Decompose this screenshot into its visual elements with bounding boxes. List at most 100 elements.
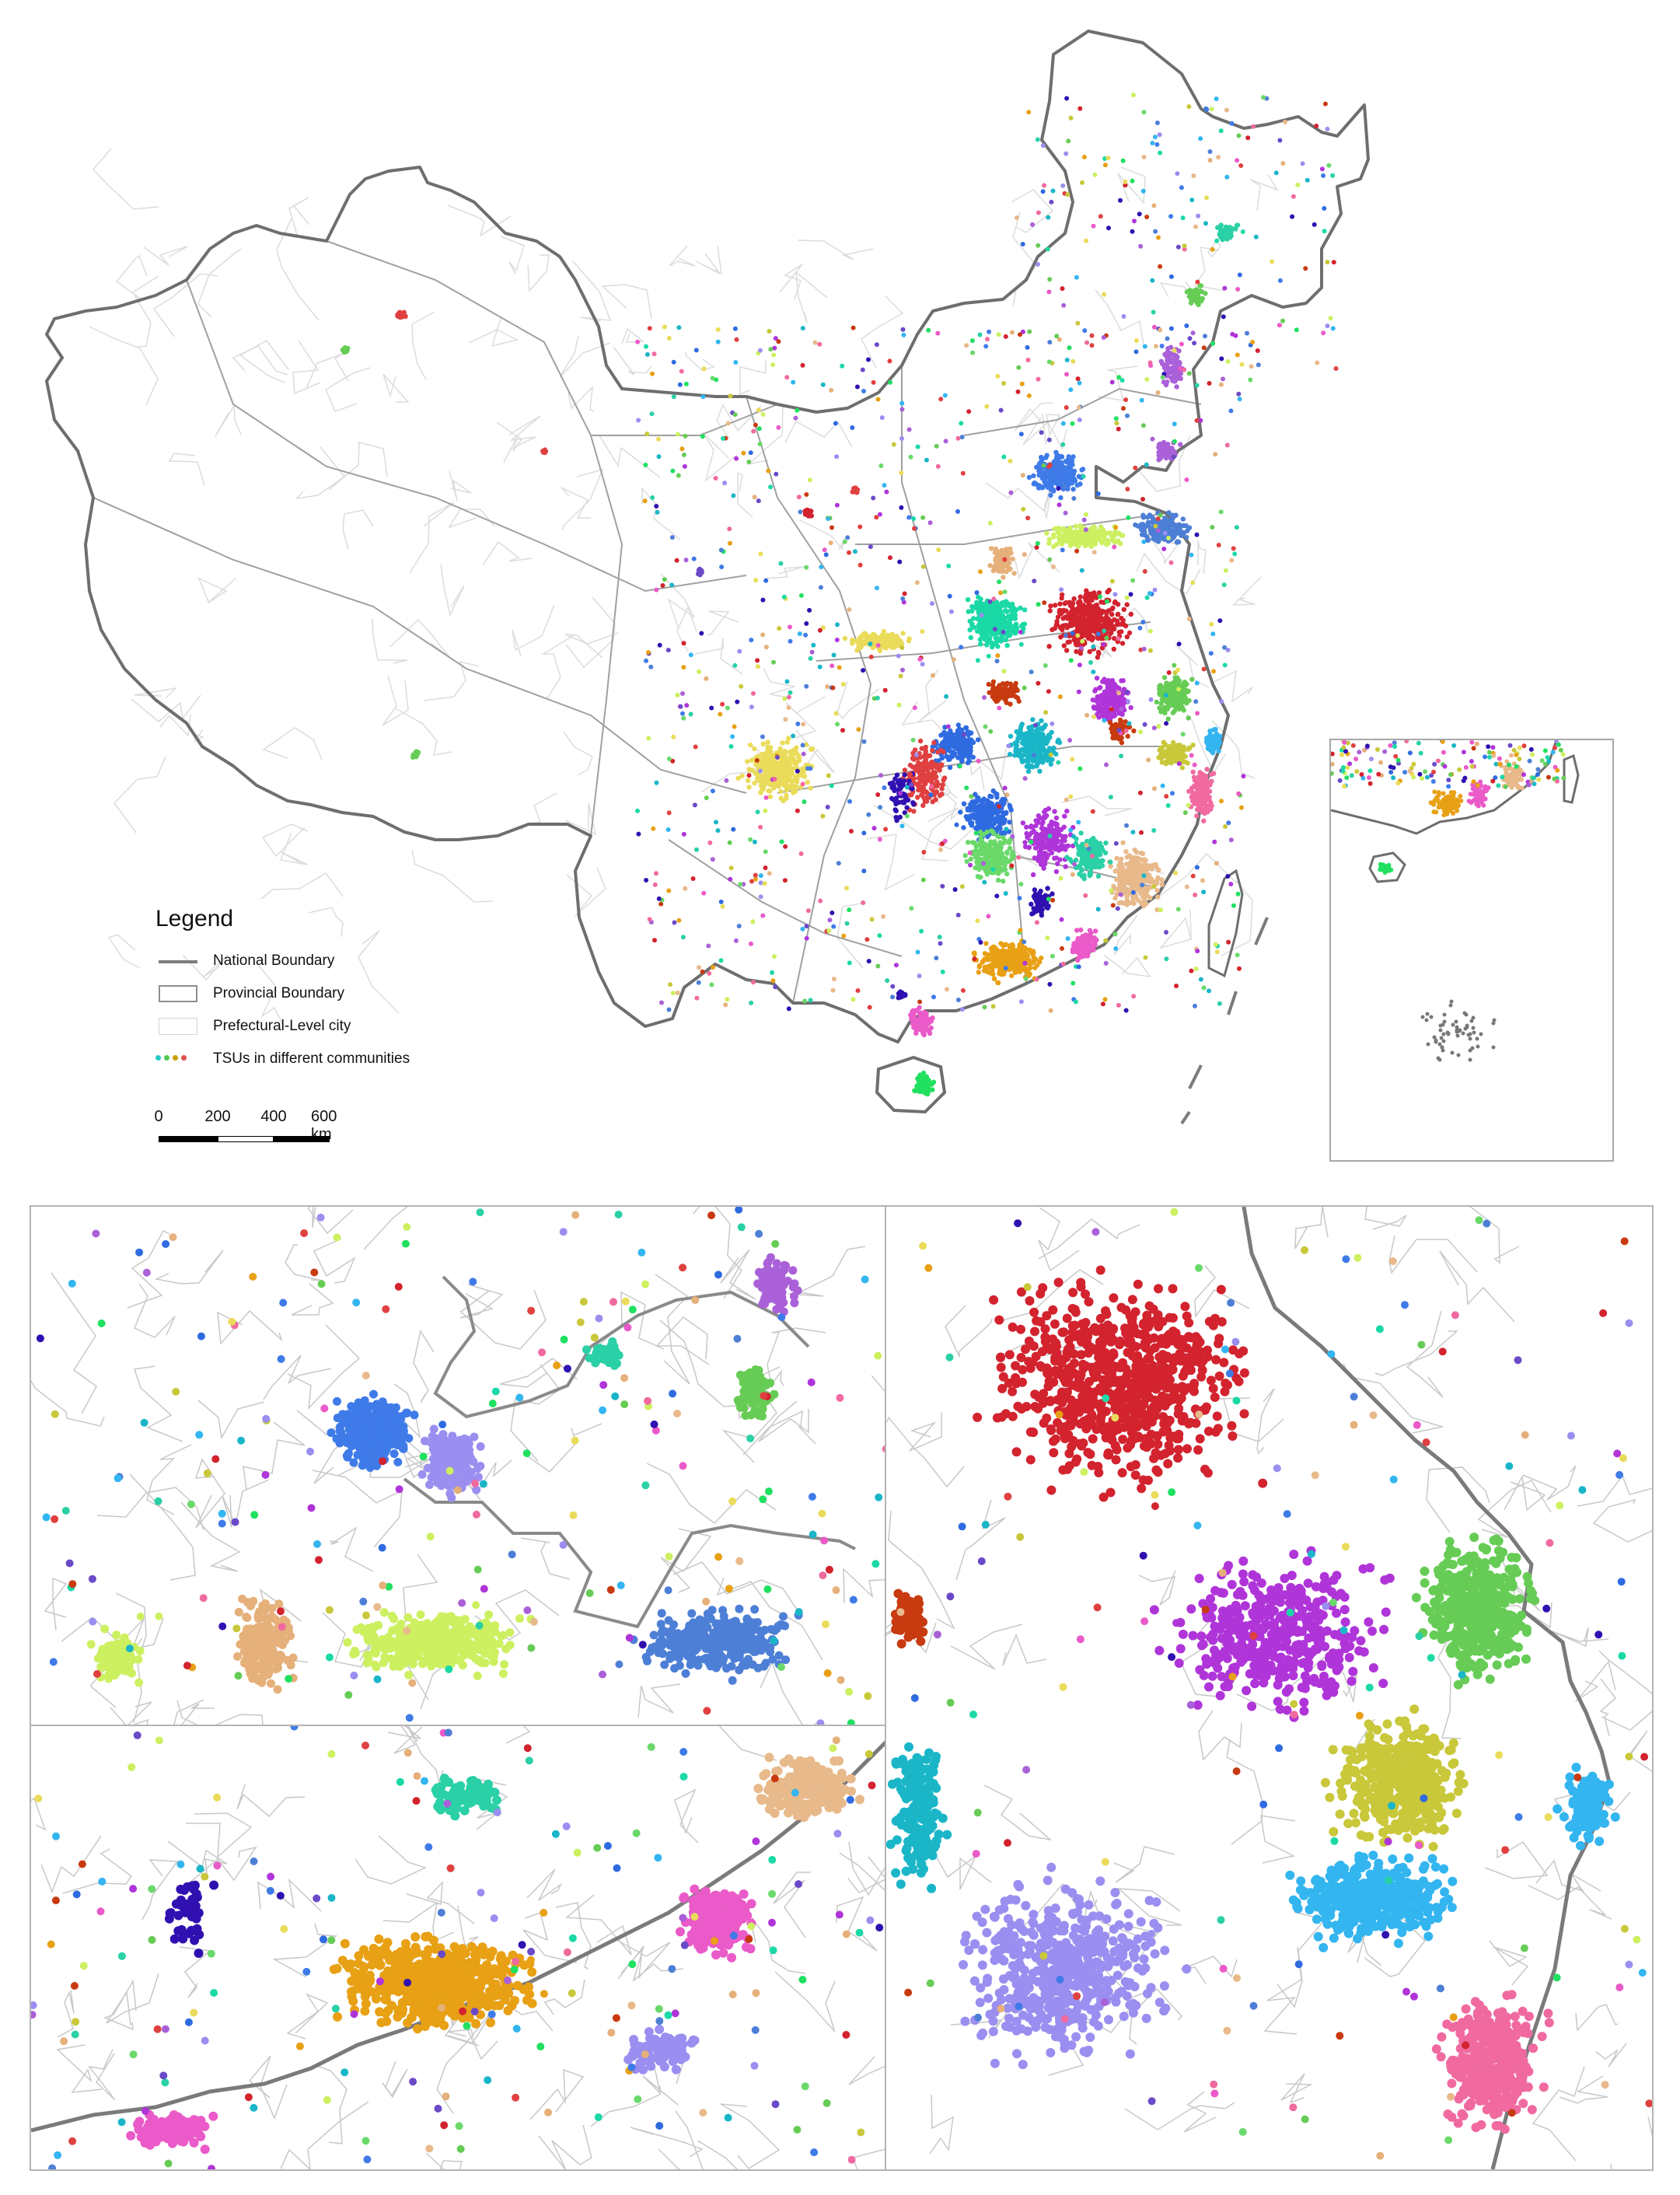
tsu-point	[1121, 606, 1127, 613]
tsu-point	[1000, 813, 1006, 819]
provincial-line	[590, 435, 623, 837]
tsu-point	[921, 1032, 927, 1038]
tsu-point	[973, 865, 978, 871]
tsu-point	[975, 616, 980, 621]
tsu-point	[973, 826, 979, 831]
tsu-point	[1022, 607, 1028, 613]
prefectural-line	[482, 540, 533, 566]
tsu-point	[781, 771, 787, 777]
tsu-point	[1071, 616, 1077, 621]
tsu-point	[1003, 622, 1009, 627]
tsu-point	[983, 808, 989, 814]
tsu-point	[1004, 603, 1009, 608]
tsu-point	[1089, 634, 1095, 640]
tsu-point	[1057, 527, 1063, 533]
tsu-point	[980, 851, 986, 856]
provincial-line	[93, 497, 747, 794]
tsu-point	[1079, 633, 1084, 638]
tsu-point	[1130, 882, 1135, 888]
tsu-point	[1078, 523, 1083, 529]
tsu-point	[927, 753, 933, 759]
tsu-point	[916, 775, 922, 781]
tsu-point	[966, 609, 971, 614]
tsu-point	[1009, 942, 1015, 948]
tsu-point	[1067, 469, 1074, 475]
tsu-point	[1140, 903, 1147, 909]
tsu-point	[1039, 456, 1046, 462]
tsu-point	[1070, 620, 1075, 626]
tsu-point	[1029, 744, 1036, 750]
tsu-point	[994, 567, 1001, 572]
tsu-point	[1105, 678, 1112, 683]
tsu-point	[938, 732, 944, 738]
prefectural-line	[1113, 914, 1138, 956]
prefectural-line	[131, 694, 201, 722]
tsu-point	[1168, 681, 1174, 687]
tsu-point	[962, 853, 968, 858]
prefectural-line	[1207, 227, 1228, 258]
tsu-point	[1074, 928, 1080, 933]
tsu-point	[765, 739, 770, 745]
tsu-point	[952, 736, 957, 741]
tsu-point	[1062, 838, 1067, 844]
prefectural-line	[107, 934, 141, 969]
tsu-point	[1213, 726, 1218, 732]
tsu-point	[961, 801, 967, 806]
tsu-point	[1014, 743, 1020, 749]
prefectural-line	[785, 696, 826, 739]
tsu-point	[1073, 608, 1079, 613]
tsu-point	[1081, 952, 1087, 959]
prefectural-line	[496, 421, 523, 463]
tsu-point	[1110, 624, 1116, 629]
prefectural-line	[695, 245, 722, 275]
tsu-point	[1005, 561, 1011, 567]
tsu-point	[756, 778, 762, 783]
tsu-point	[1204, 767, 1210, 772]
tsu-point	[1001, 568, 1006, 574]
tsu-point	[1059, 454, 1065, 460]
prefectural-line	[739, 361, 767, 396]
tsu-point	[991, 618, 997, 624]
tsu-point	[786, 736, 791, 741]
tsu-point	[979, 606, 984, 613]
tsu-point	[1031, 473, 1036, 479]
tsu-point	[951, 743, 956, 749]
tsu-point	[1048, 471, 1054, 477]
tsu-point	[1151, 536, 1156, 542]
tsu-point	[770, 765, 776, 771]
prefectural-line	[232, 345, 288, 376]
tsu-point	[1042, 809, 1047, 815]
tsu-point	[1174, 540, 1180, 545]
tsu-point	[1008, 685, 1014, 690]
tsu-point	[1108, 864, 1113, 869]
tsu-point	[1064, 459, 1070, 465]
tsu-point	[1077, 599, 1082, 604]
tsu-point	[935, 750, 941, 755]
tsu-point	[1170, 739, 1176, 746]
tsu-point	[781, 777, 786, 782]
tsu-point	[1195, 780, 1200, 785]
tsu-point	[1138, 850, 1144, 856]
tsu-point	[777, 746, 783, 752]
tsu-point	[889, 636, 895, 642]
tsu-point	[1011, 961, 1017, 966]
tsu-point	[917, 1010, 923, 1015]
tsu-point	[994, 817, 1000, 823]
tsu-point	[949, 753, 955, 760]
tsu-point	[977, 812, 983, 817]
tsu-point	[1046, 806, 1052, 812]
tsu-point	[1142, 533, 1148, 538]
tsu-point	[988, 945, 994, 952]
tsu-point	[1037, 460, 1043, 467]
tsu-point	[1112, 712, 1118, 718]
tsu-point	[987, 563, 993, 568]
tsu-point	[975, 737, 981, 743]
tsu-point	[1182, 691, 1187, 697]
tsu-point	[1159, 747, 1165, 753]
tsu-point	[1179, 696, 1185, 701]
prefectural-line	[411, 311, 435, 380]
tsu-point	[1119, 641, 1126, 646]
prefectural-line	[694, 638, 743, 675]
tsu-point	[1022, 758, 1027, 764]
tsu-point	[764, 751, 770, 757]
